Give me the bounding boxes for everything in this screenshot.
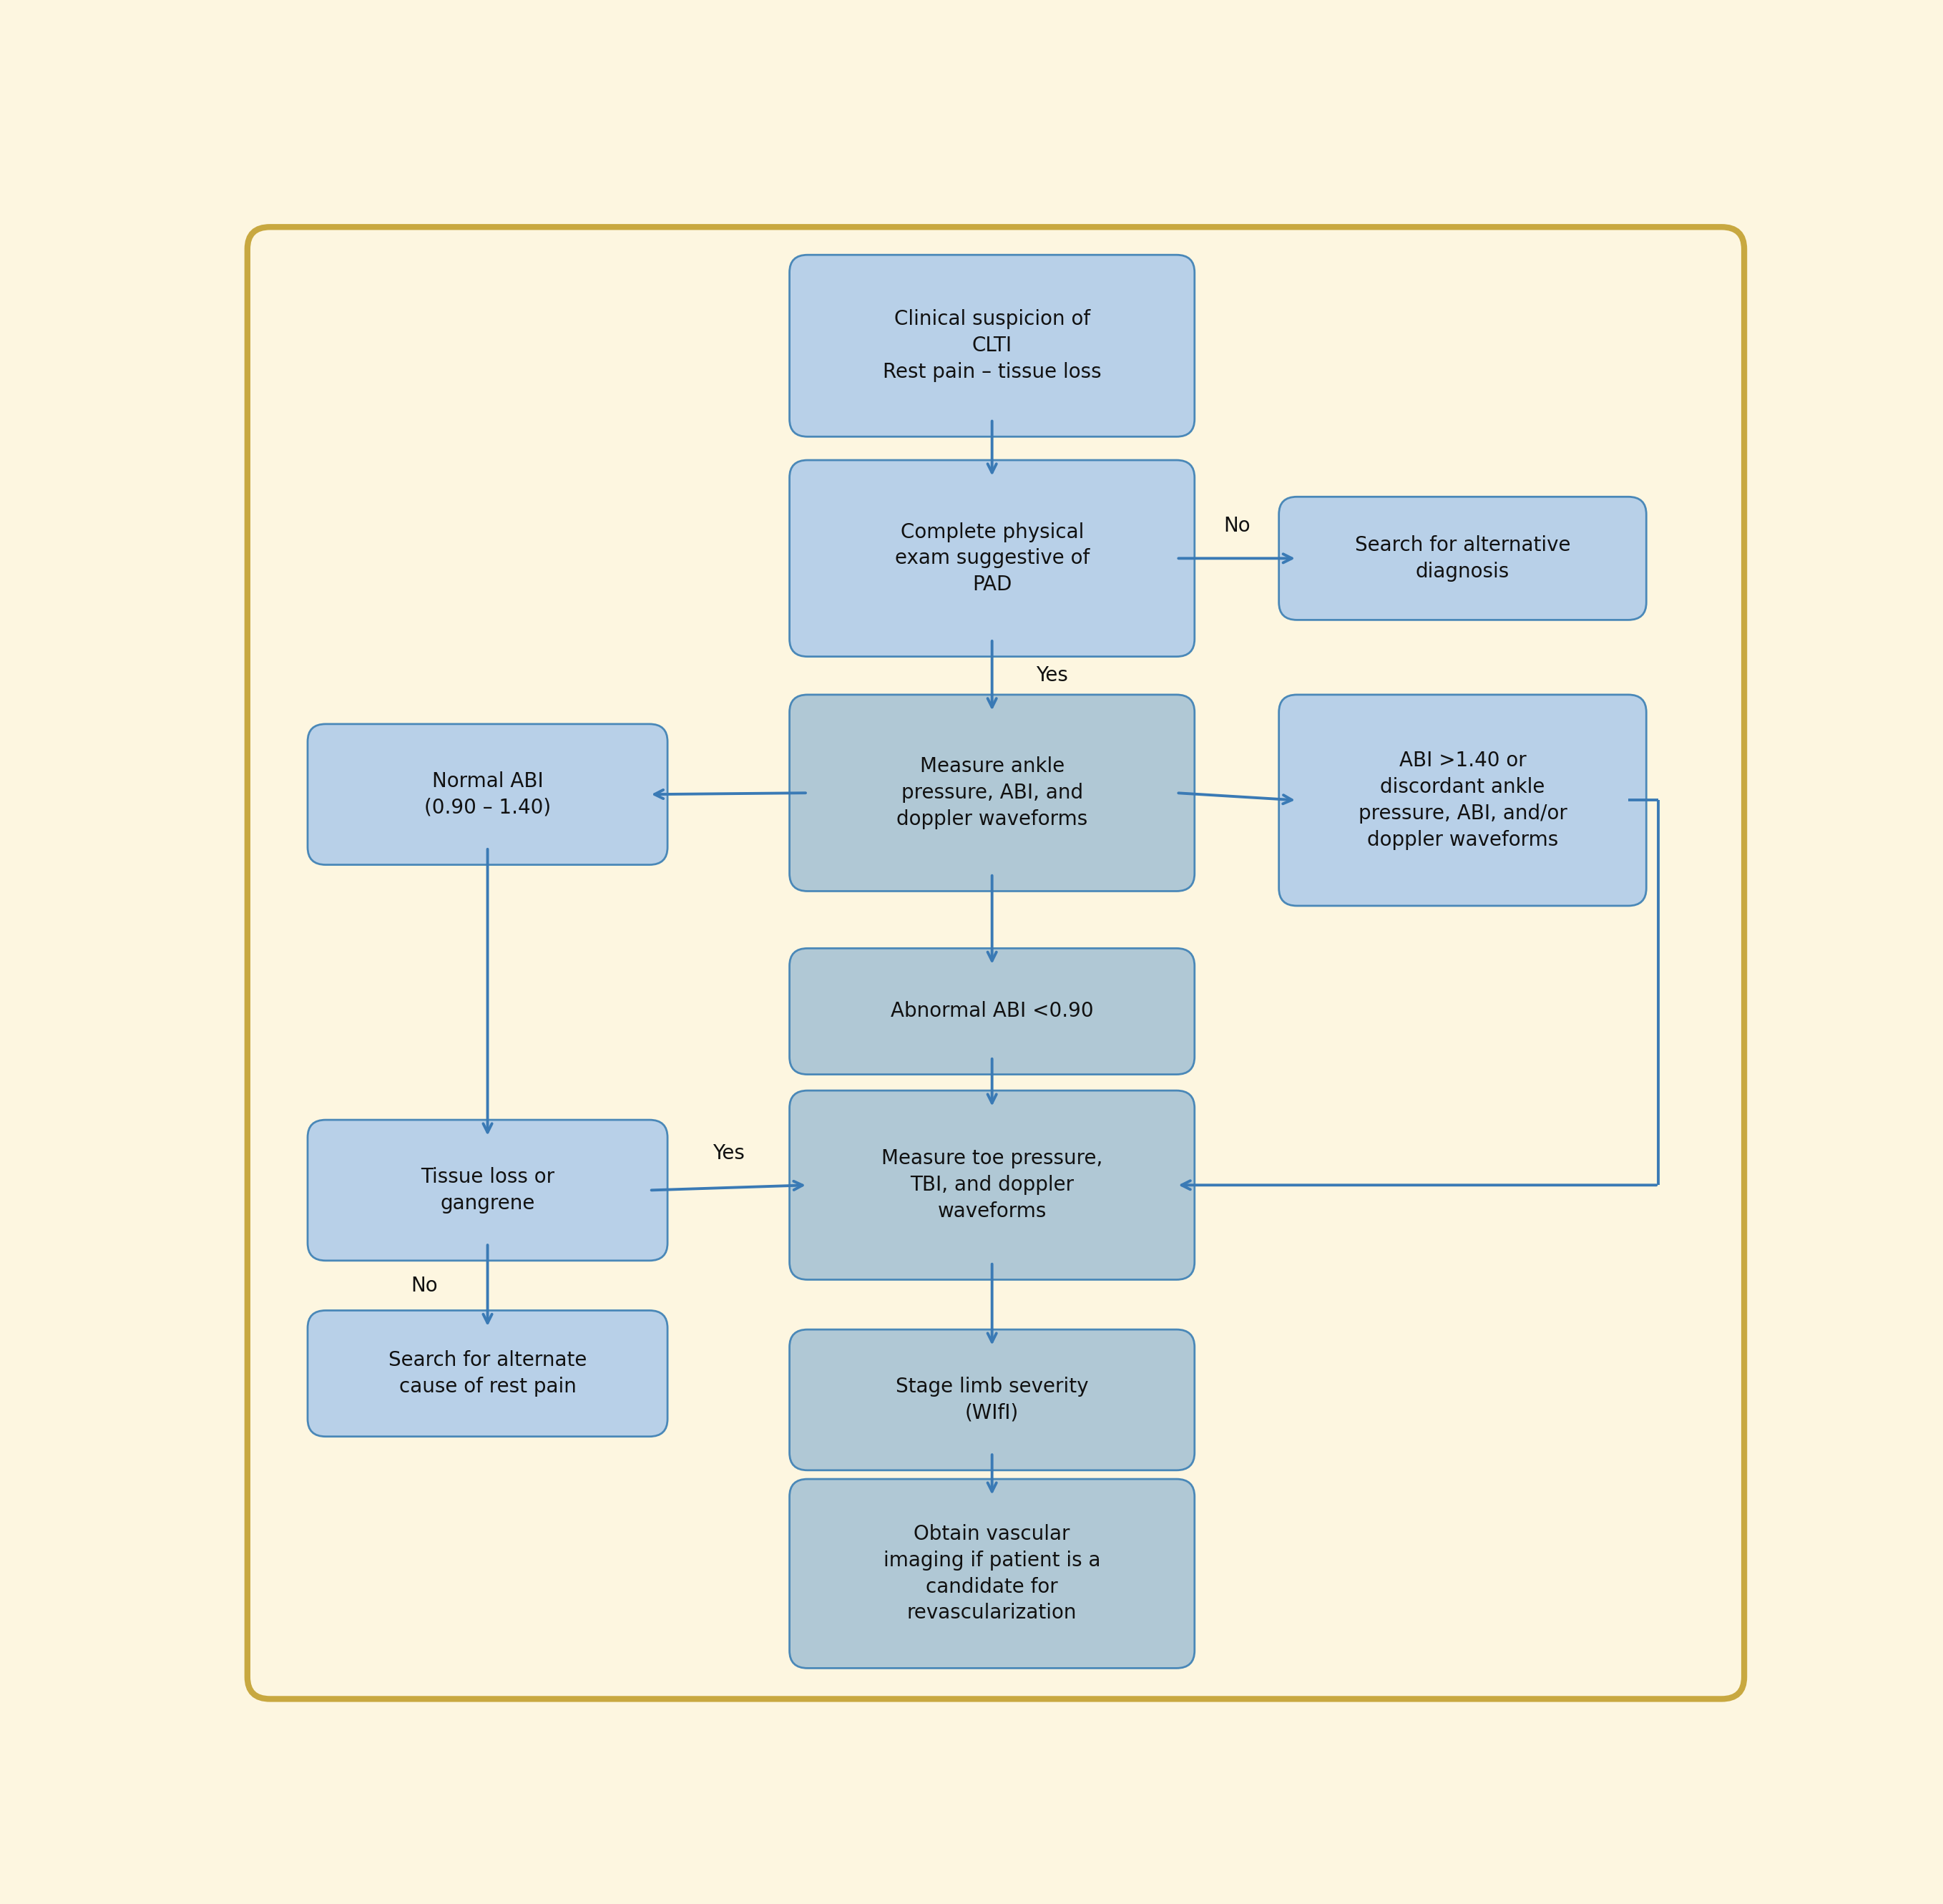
Text: Search for alternate
cause of rest pain: Search for alternate cause of rest pain	[389, 1350, 587, 1398]
Text: Measure toe pressure,
TBI, and doppler
waveforms: Measure toe pressure, TBI, and doppler w…	[882, 1148, 1104, 1222]
FancyBboxPatch shape	[307, 1310, 668, 1436]
FancyBboxPatch shape	[247, 227, 1745, 1698]
Text: Normal ABI
(0.90 – 1.40): Normal ABI (0.90 – 1.40)	[424, 771, 552, 817]
FancyBboxPatch shape	[789, 461, 1195, 657]
Text: Clinical suspicion of
CLTI
Rest pain – tissue loss: Clinical suspicion of CLTI Rest pain – t…	[882, 310, 1102, 383]
FancyBboxPatch shape	[307, 724, 668, 864]
Text: Yes: Yes	[1036, 666, 1069, 685]
FancyBboxPatch shape	[789, 1479, 1195, 1668]
FancyBboxPatch shape	[789, 255, 1195, 436]
FancyBboxPatch shape	[1278, 497, 1646, 621]
Text: Stage limb severity
(WIfI): Stage limb severity (WIfI)	[896, 1377, 1088, 1422]
Text: ABI >1.40 or
discordant ankle
pressure, ABI, and/or
doppler waveforms: ABI >1.40 or discordant ankle pressure, …	[1358, 750, 1566, 849]
Text: No: No	[1224, 516, 1249, 537]
FancyBboxPatch shape	[307, 1120, 668, 1260]
FancyBboxPatch shape	[1278, 695, 1646, 906]
FancyBboxPatch shape	[789, 1329, 1195, 1470]
Text: Abnormal ABI <0.90: Abnormal ABI <0.90	[890, 1002, 1094, 1021]
Text: No: No	[410, 1276, 437, 1295]
FancyBboxPatch shape	[789, 948, 1195, 1074]
Text: Obtain vascular
imaging if patient is a
candidate for
revascularization: Obtain vascular imaging if patient is a …	[884, 1523, 1100, 1622]
Text: Search for alternative
diagnosis: Search for alternative diagnosis	[1354, 535, 1570, 581]
Text: Yes: Yes	[713, 1144, 744, 1163]
Text: Measure ankle
pressure, ABI, and
doppler waveforms: Measure ankle pressure, ABI, and doppler…	[896, 756, 1088, 830]
FancyBboxPatch shape	[789, 695, 1195, 891]
Text: Complete physical
exam suggestive of
PAD: Complete physical exam suggestive of PAD	[894, 522, 1090, 594]
FancyBboxPatch shape	[789, 1091, 1195, 1279]
Text: Tissue loss or
gangrene: Tissue loss or gangrene	[420, 1167, 554, 1213]
